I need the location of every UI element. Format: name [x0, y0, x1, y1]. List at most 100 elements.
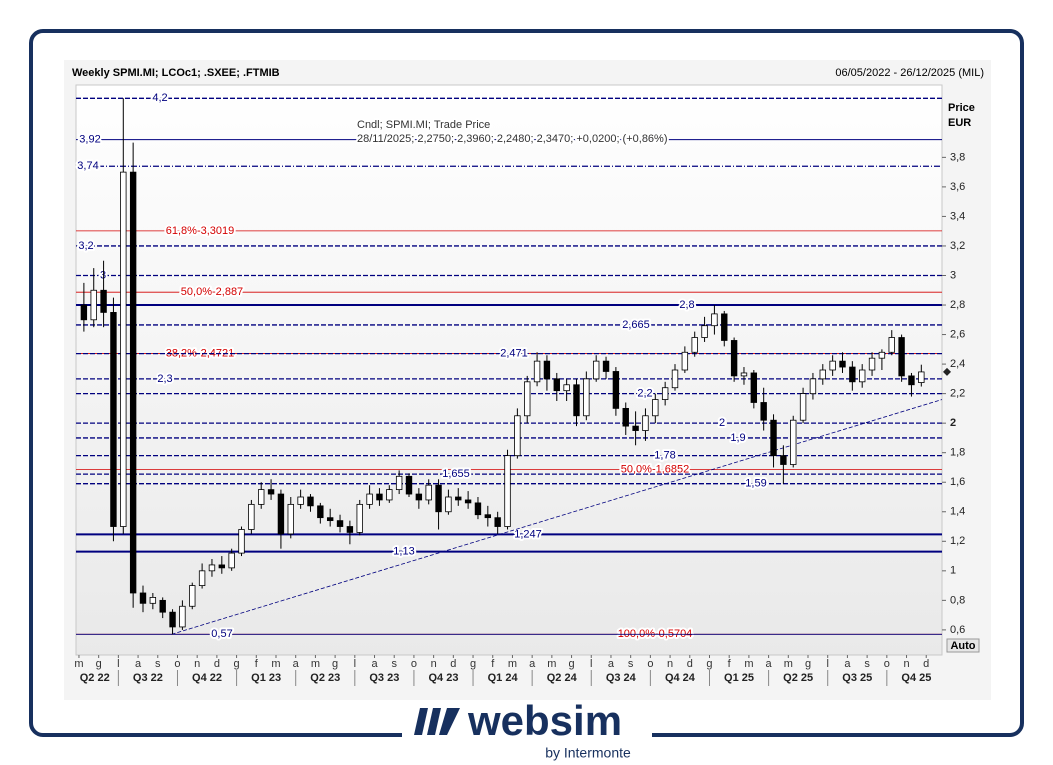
x-tick-label: g — [96, 658, 102, 670]
candle-body — [336, 520, 344, 527]
candle-body — [100, 289, 107, 313]
candle-body — [849, 366, 856, 383]
candle-body — [228, 552, 235, 569]
candle-body — [395, 475, 403, 491]
y-tick-label: 2,4 — [950, 358, 965, 370]
candle-body — [819, 369, 826, 380]
candle-body — [159, 599, 166, 613]
x-tick-label: a — [844, 658, 851, 670]
candle-body — [612, 371, 620, 409]
quarter-label: Q2 24 — [547, 672, 578, 684]
x-tick-label: g — [332, 658, 338, 670]
x-tick-label: f — [491, 658, 495, 670]
x-tick-label: s — [391, 658, 397, 670]
candle-body — [750, 372, 758, 403]
candle-body — [573, 384, 580, 417]
candle-body — [898, 337, 905, 377]
x-tick-label: m — [311, 658, 320, 670]
level-label: 3,74 — [77, 160, 98, 172]
candle-body — [307, 496, 314, 507]
logo-name: websim — [467, 697, 622, 744]
candle-body — [474, 502, 482, 516]
candle-body — [425, 484, 432, 501]
x-tick-label: o — [411, 658, 417, 670]
level-label: 3,2 — [78, 240, 93, 252]
candle-body — [740, 372, 748, 377]
logo-bar — [439, 708, 460, 735]
candle-body — [829, 360, 836, 371]
candle-body — [711, 313, 718, 327]
x-tick-label: g — [470, 658, 476, 670]
date-range: 06/05/2022 - 26/12/2025 (MIL) — [835, 67, 984, 79]
candle-body — [691, 337, 698, 353]
candle-body — [179, 605, 186, 628]
y-tick-label: 1 — [950, 565, 956, 577]
x-tick-label: m — [784, 658, 793, 670]
trend-line — [171, 399, 943, 635]
candle-body — [760, 402, 767, 421]
candle-body — [661, 387, 669, 400]
candle-body — [652, 399, 659, 417]
candle-body — [326, 517, 334, 522]
candle-body — [592, 360, 600, 380]
y-tick-label: 3,8 — [950, 151, 965, 163]
x-tick-label: m — [508, 658, 517, 670]
y-tick-label: 3,2 — [950, 240, 965, 252]
x-tick-label: g — [805, 658, 811, 670]
level-label: 2 — [719, 417, 725, 429]
quarter-label: Q4 24 — [665, 672, 696, 684]
candle-body — [297, 496, 304, 505]
y-tick-label: 0,6 — [950, 624, 965, 636]
legend-values: 28/11/2025; 2,2750; 2,3960; 2,2480; 2,34… — [357, 133, 668, 145]
level-label: 2,665 — [622, 319, 650, 331]
candle-body — [120, 171, 127, 527]
y-tick-label: 2,8 — [950, 299, 965, 311]
candle-body — [198, 570, 206, 586]
x-tick-label: s — [864, 658, 870, 670]
x-tick-label: g — [568, 658, 574, 670]
x-tick-label: g — [706, 658, 712, 670]
x-tick-label: a — [371, 658, 378, 670]
candle-body — [524, 381, 531, 417]
quarter-label: Q4 22 — [192, 672, 222, 684]
quarter-label: Q3 22 — [133, 672, 163, 684]
y-axis-label: Price — [948, 102, 975, 114]
level-label: 3,92 — [79, 134, 100, 146]
candle-body — [386, 489, 393, 501]
candle-body — [721, 313, 728, 341]
candle-body — [110, 312, 117, 527]
x-tick-label: d — [923, 658, 929, 670]
x-tick-label: d — [687, 658, 693, 670]
level-label: 2,2 — [637, 388, 652, 400]
candle-body — [730, 340, 738, 377]
x-tick-label: o — [884, 658, 890, 670]
level-label: 4,2 — [152, 92, 167, 104]
x-tick-label: s — [628, 658, 634, 670]
candle-body — [809, 378, 817, 395]
x-tick-label: n — [667, 658, 673, 670]
candle-body — [602, 360, 610, 372]
candle-body — [681, 351, 689, 371]
level-label: 1,78 — [654, 450, 675, 462]
y-tick-label: 3,6 — [950, 181, 965, 193]
x-tick-label: f — [255, 658, 259, 670]
candle-body — [858, 369, 866, 383]
candle-body — [248, 503, 255, 530]
candle-body — [208, 564, 216, 572]
candle-body — [455, 496, 462, 501]
candle-body — [563, 384, 570, 392]
level-label: 2,3 — [157, 373, 172, 385]
chart-title: Weekly SPMI.MI; LCOc1; .SXEE; .FTMIB — [72, 67, 280, 79]
x-tick-label: a — [766, 658, 773, 670]
scale-button[interactable] — [946, 638, 980, 653]
candle-body — [908, 375, 915, 386]
scale-mode[interactable]: Auto — [950, 640, 975, 652]
candle-body — [632, 425, 639, 431]
logo-tagline: by Intermonte — [545, 745, 631, 761]
x-tick-label: n — [194, 658, 200, 670]
y-tick-label: 1,4 — [950, 506, 965, 518]
candle-body — [366, 493, 373, 505]
candle-body — [583, 378, 590, 417]
candle-body — [504, 455, 511, 527]
x-tick-label: o — [647, 658, 653, 670]
